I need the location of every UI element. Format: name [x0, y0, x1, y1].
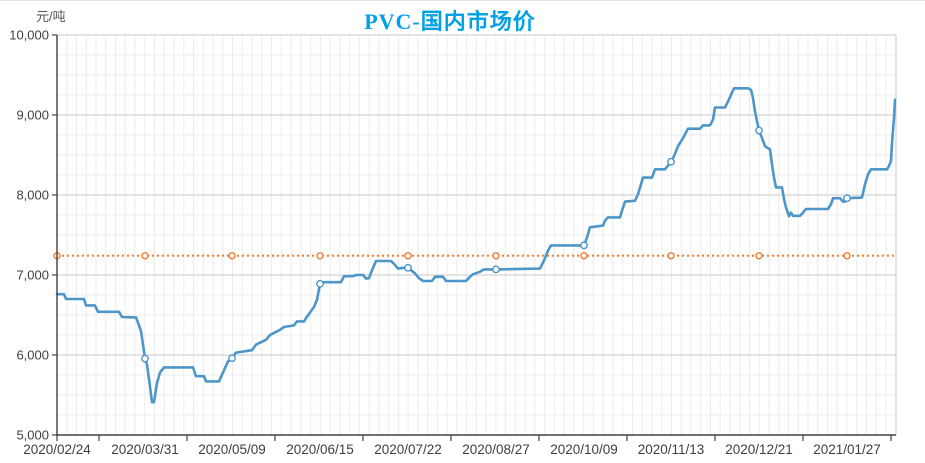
data-point-marker — [316, 279, 324, 288]
x-axis-label: 2020/06/15 — [286, 442, 354, 457]
price-line — [55, 87, 897, 404]
x-axis-label: 2020/07/22 — [374, 442, 442, 457]
y-axis-label: 10,000 — [9, 28, 49, 43]
data-point-marker — [580, 241, 588, 250]
reference-line-marker — [141, 252, 149, 260]
reference-line-marker — [492, 252, 500, 260]
x-axis-label: 2020/10/09 — [550, 442, 618, 457]
x-axis-label: 2020/05/09 — [198, 442, 266, 457]
reference-line-marker — [316, 252, 324, 260]
data-point-marker — [228, 354, 236, 363]
reference-line-marker — [404, 252, 412, 260]
data-point-marker — [492, 265, 500, 274]
y-axis-label: 7,000 — [16, 268, 49, 283]
data-point-marker — [141, 354, 149, 363]
x-axis-label: 2020/02/24 — [23, 442, 91, 457]
y-axis-unit-label: 元/吨 — [36, 9, 66, 24]
data-point-marker — [404, 263, 412, 272]
x-axis-label: 2020/08/27 — [462, 442, 530, 457]
reference-line-marker — [228, 252, 236, 260]
y-axis-label: 9,000 — [16, 108, 49, 123]
data-point-marker — [843, 194, 851, 203]
reference-line-marker — [843, 252, 851, 260]
x-axis-label: 2020/12/21 — [725, 442, 793, 457]
chart-title: PVC-国内市场价 — [364, 9, 536, 34]
x-axis-label: 2021/01/27 — [813, 442, 881, 457]
y-axis-label: 6,000 — [16, 348, 49, 363]
x-axis-label: 2020/03/31 — [111, 442, 179, 457]
reference-line-marker — [755, 252, 763, 260]
data-point-marker — [667, 157, 675, 166]
x-axis-label: 2020/11/13 — [638, 442, 705, 457]
data-point-marker — [755, 126, 763, 135]
reference-line-marker — [580, 252, 588, 260]
reference-line-marker — [667, 252, 675, 260]
y-axis-label: 8,000 — [16, 188, 49, 203]
y-axis-label: 5,000 — [16, 428, 49, 443]
